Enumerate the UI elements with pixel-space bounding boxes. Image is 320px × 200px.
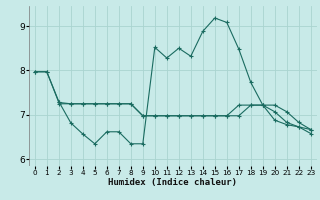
X-axis label: Humidex (Indice chaleur): Humidex (Indice chaleur) bbox=[108, 178, 237, 187]
